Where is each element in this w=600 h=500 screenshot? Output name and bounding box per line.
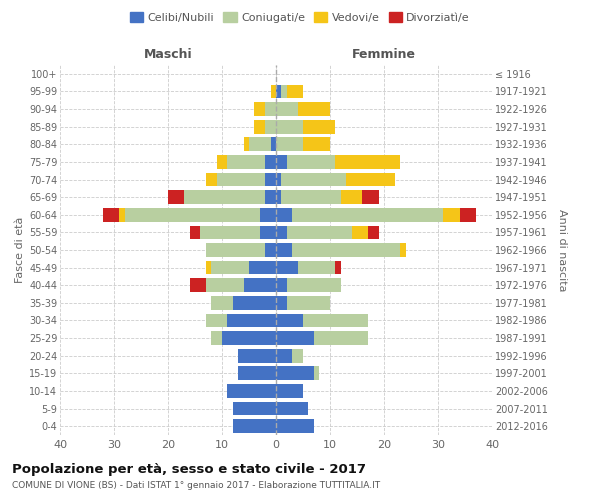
Bar [254,102,265,116]
Bar [265,172,276,186]
Bar [276,155,287,169]
Bar [276,420,314,433]
Bar [460,208,476,222]
Text: COMUNE DI VIONE (BS) - Dati ISTAT 1° gennaio 2017 - Elaborazione TUTTITALIA.IT: COMUNE DI VIONE (BS) - Dati ISTAT 1° gen… [12,481,380,490]
Bar [238,349,276,362]
Bar [287,226,352,239]
Bar [265,190,276,204]
Bar [287,84,303,98]
Bar [265,243,276,257]
Bar [211,296,233,310]
Bar [335,155,400,169]
Bar [265,102,276,116]
Bar [443,208,460,222]
Bar [244,138,249,151]
Bar [276,243,292,257]
Bar [190,226,200,239]
Bar [244,278,276,292]
Bar [200,226,260,239]
Bar [190,278,206,292]
Text: Femmine: Femmine [352,48,416,62]
Bar [276,278,287,292]
Bar [271,138,276,151]
Bar [276,296,287,310]
Bar [249,260,276,274]
Bar [400,243,406,257]
Bar [276,226,287,239]
Bar [335,260,341,274]
Bar [206,260,211,274]
Bar [276,172,281,186]
Bar [276,402,308,415]
Text: Maschi: Maschi [143,48,193,62]
Bar [119,208,125,222]
Bar [287,278,341,292]
Bar [168,190,184,204]
Bar [292,243,400,257]
Bar [281,172,346,186]
Bar [265,155,276,169]
Text: Popolazione per età, sesso e stato civile - 2017: Popolazione per età, sesso e stato civil… [12,462,366,475]
Bar [233,420,276,433]
Bar [276,314,303,328]
Bar [276,349,292,362]
Bar [276,384,303,398]
Bar [249,138,271,151]
Y-axis label: Fasce di età: Fasce di età [14,217,25,283]
Bar [298,260,335,274]
Bar [206,243,265,257]
Bar [276,102,298,116]
Bar [265,120,276,134]
Bar [303,138,330,151]
Bar [276,138,303,151]
Bar [287,296,330,310]
Bar [238,366,276,380]
Bar [303,314,368,328]
Bar [281,190,341,204]
Bar [314,331,368,345]
Bar [260,208,276,222]
Bar [281,84,287,98]
Legend: Celibi/Nubili, Coniugati/e, Vedovi/e, Divorziatì/e: Celibi/Nubili, Coniugati/e, Vedovi/e, Di… [125,8,475,28]
Bar [206,278,244,292]
Bar [271,84,276,98]
Bar [276,84,281,98]
Bar [276,260,298,274]
Bar [292,208,443,222]
Bar [217,155,227,169]
Bar [314,366,319,380]
Bar [211,260,249,274]
Bar [346,172,395,186]
Bar [227,384,276,398]
Bar [341,190,362,204]
Bar [206,314,227,328]
Bar [233,402,276,415]
Bar [303,120,335,134]
Bar [352,226,368,239]
Bar [287,155,335,169]
Y-axis label: Anni di nascita: Anni di nascita [557,209,567,291]
Bar [368,226,379,239]
Bar [276,208,292,222]
Bar [125,208,260,222]
Bar [222,331,276,345]
Bar [276,120,303,134]
Bar [103,208,119,222]
Bar [276,331,314,345]
Bar [276,190,281,204]
Bar [233,296,276,310]
Bar [206,172,217,186]
Bar [254,120,265,134]
Bar [227,155,265,169]
Bar [227,314,276,328]
Bar [217,172,265,186]
Bar [298,102,330,116]
Bar [260,226,276,239]
Bar [211,331,222,345]
Bar [184,190,265,204]
Bar [362,190,379,204]
Bar [292,349,303,362]
Bar [276,366,314,380]
